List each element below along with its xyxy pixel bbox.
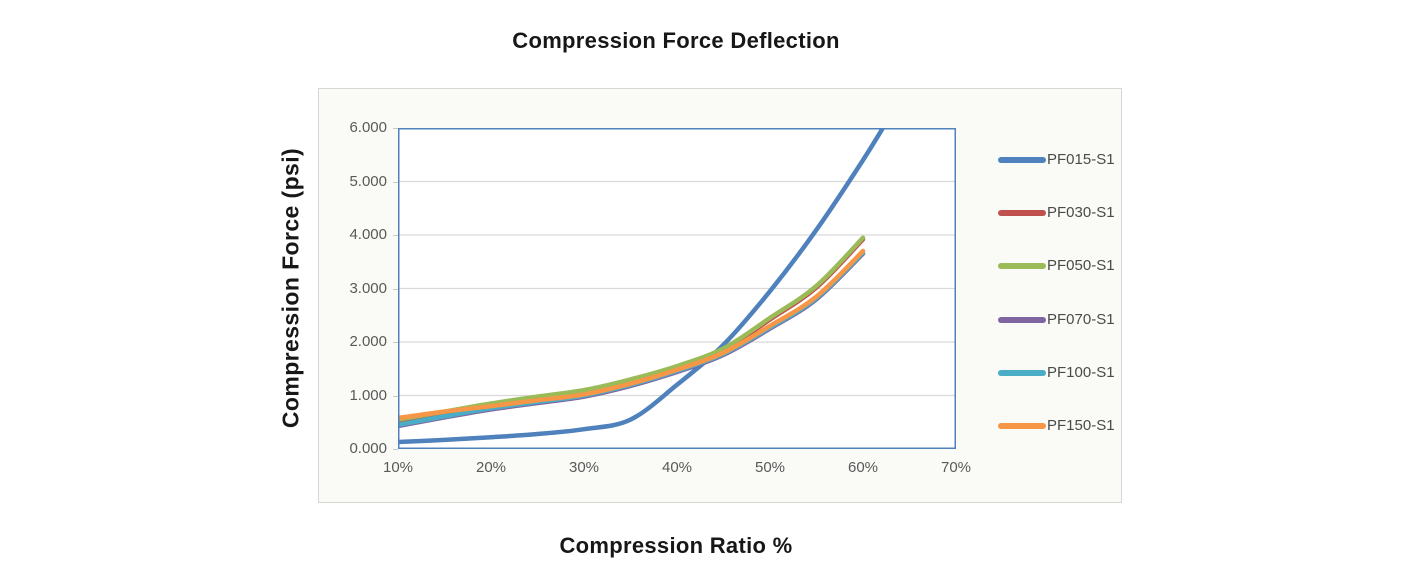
legend-swatch-PF100-S1: [998, 369, 1046, 376]
x-tick-label: 60%: [847, 459, 879, 476]
y-axis-title: Compression Force (psi): [277, 147, 304, 429]
y-tick-label: 2.000: [349, 333, 387, 350]
legend-item-label: PF100-S1: [1047, 363, 1115, 381]
x-tick-label: 70%: [940, 459, 972, 476]
y-tick-label: 6.000: [349, 119, 387, 136]
legend-item-label: PF015-S1: [1047, 151, 1115, 168]
plot-border: [398, 128, 956, 449]
legend-swatch-PF050-S1: [998, 263, 1046, 270]
y-tick-mark: [393, 449, 398, 450]
legend-item-label: PF050-S1: [1047, 257, 1115, 275]
y-tick-label: 4.000: [349, 226, 387, 243]
y-tick-mark: [393, 395, 398, 397]
plot-area: [398, 128, 956, 449]
x-axis-title: Compression Ratio %: [559, 533, 793, 558]
legend-swatch-PF015-S1: [998, 157, 1046, 163]
y-tick-label: 3.000: [349, 279, 387, 297]
series-line-PF015-S1: [398, 128, 886, 445]
y-tick-label: 1.000: [349, 386, 387, 404]
series-line-PF150-S1: [398, 248, 866, 421]
legend-swatch-PF070-S1: [998, 316, 1046, 323]
legend-swatch-PF150-S1: [998, 423, 1046, 429]
y-tick-mark: [393, 235, 398, 236]
x-tick-label: 20%: [475, 459, 507, 476]
y-tick-mark: [393, 342, 398, 343]
x-tick-label: 40%: [661, 459, 693, 476]
y-tick-mark: [393, 288, 398, 290]
x-tick-label: 10%: [382, 459, 414, 476]
chart-title: Compression Force Deflection: [512, 28, 840, 53]
y-tick-mark: [393, 181, 398, 183]
y-tick-label: 0.000: [349, 440, 387, 457]
legend-item-label: PF030-S1: [1047, 204, 1115, 222]
legend-item-label: PF150-S1: [1047, 417, 1115, 434]
y-tick-mark: [393, 128, 398, 129]
y-tick-label: 5.000: [349, 172, 387, 190]
legend-swatch-PF030-S1: [998, 210, 1046, 217]
x-tick-label: 50%: [754, 459, 786, 476]
x-tick-label: 30%: [568, 459, 600, 476]
chart-area: 0.000 1.000 2.000 3.000 4.000 5.000 6.000 10% 2…: [318, 88, 1122, 503]
legend-item-label: PF070-S1: [1047, 310, 1115, 328]
